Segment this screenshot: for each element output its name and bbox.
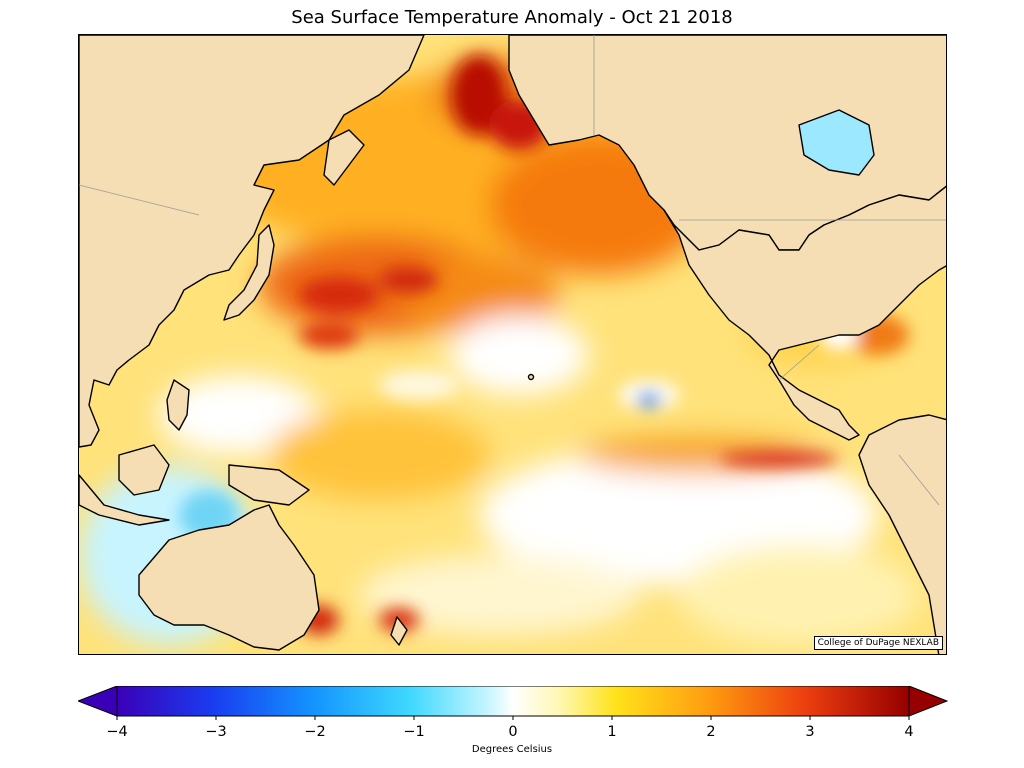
colorbar [78,686,948,720]
colorbar-tick-label: −1 [403,724,425,740]
colorbar-tick-label: 1 [607,724,617,740]
colorbar-tick-label: 4 [904,724,914,740]
hudson-bay [798,109,875,176]
kamchatka-peninsula [323,129,365,186]
colorbar-max-arrow [908,686,948,717]
philippines [166,379,190,431]
south-america-landmass [858,414,946,654]
credit-label: College of DuPage NEXLAB [813,636,943,650]
colorbar-tickmarks [116,716,910,720]
sst-anomaly-map: College of DuPage NEXLAB [78,34,947,655]
asia-landmass [79,35,425,448]
land-masses [79,35,946,654]
new-guinea [228,464,310,506]
colorbar-tick-label: 2 [706,724,716,740]
colorbar-tick-label: −3 [205,724,227,740]
new-zealand [390,616,408,646]
colorbar-min-arrow [78,686,118,717]
political-borders [79,35,946,506]
colorbar-tick-label: −4 [106,724,128,740]
map-title: Sea Surface Temperature Anomaly - Oct 21… [291,7,733,28]
sumatra-java [79,474,170,526]
colorbar-tick-label: 0 [508,724,518,740]
japan-islands [223,224,275,321]
colorbar-gradient [116,686,910,717]
map-canvas [79,35,946,654]
north-america-south [663,185,946,441]
colorbar-tick-label: 3 [805,724,815,740]
australia-landmass [138,504,320,651]
hawaii [527,373,535,381]
borneo [118,444,170,496]
colorbar-tick-label: −2 [304,724,326,740]
colorbar-label: Degrees Celsius [471,744,553,755]
